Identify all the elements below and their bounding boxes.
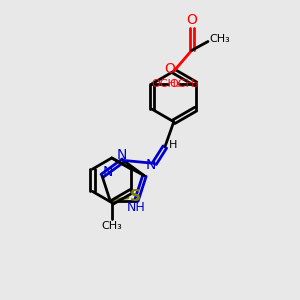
Text: NH: NH — [127, 201, 146, 214]
Text: N: N — [102, 165, 112, 179]
Text: S: S — [130, 189, 141, 204]
Text: O: O — [164, 62, 175, 76]
Text: CH₃: CH₃ — [101, 221, 122, 231]
Text: OCH₃: OCH₃ — [151, 79, 181, 89]
Text: CH₃: CH₃ — [209, 34, 230, 44]
Text: OCH₃: OCH₃ — [169, 79, 199, 89]
Text: N: N — [146, 158, 156, 172]
Text: H: H — [169, 140, 177, 150]
Text: N: N — [117, 148, 127, 162]
Text: O: O — [186, 13, 197, 27]
